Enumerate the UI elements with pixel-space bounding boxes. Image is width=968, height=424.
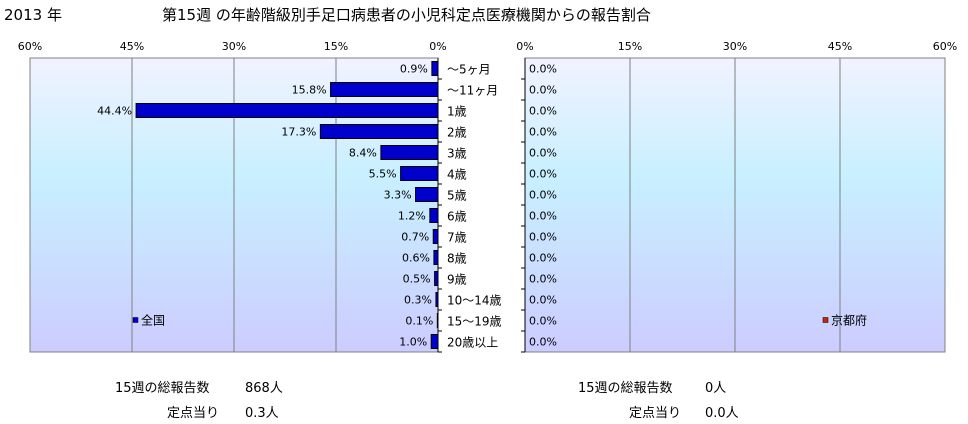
kyoto-data-label: 0.0% [529,231,557,244]
kyoto-data-label: 0.0% [529,147,557,160]
national-bar [319,124,439,139]
kyoto-data-label: 0.0% [529,252,557,265]
national-bar [415,187,439,202]
national-bar [400,166,439,181]
national-reports-label: 15週の総報告数 [115,381,210,396]
category-label: 5歳 [447,189,467,203]
national-bar [135,103,439,118]
national-data-label: 0.6% [402,252,430,265]
national-x-tick-label: 60% [18,40,42,53]
kyoto-data-label: 0.0% [529,336,557,349]
national-bar [432,229,439,244]
national-data-label: 15.8% [292,84,327,97]
category-label: 4歳 [447,168,467,182]
national-data-label: 8.4% [349,147,377,160]
national-reports-value: 868人 [245,381,283,396]
national-bar [431,61,439,76]
kyoto-x-tick-label: 30% [723,40,747,53]
kyoto-data-label: 0.0% [529,63,557,76]
category-label: 2歳 [447,126,467,140]
kyoto-data-label: 0.0% [529,273,557,286]
national-legend-swatch [132,317,139,323]
national-legend-label: 全国 [141,313,165,328]
kyoto-data-label: 0.0% [529,84,557,97]
national-bar [429,208,439,223]
national-data-label: 5.5% [369,168,397,181]
kyoto-x-tick-label: 0% [516,40,533,53]
national-data-label: 1.2% [398,210,426,223]
national-data-label: 1.0% [399,336,427,349]
national-data-label: 17.3% [281,126,316,139]
national-x-tick-label: 0% [429,40,446,53]
kyoto-data-label: 0.0% [529,189,557,202]
national-bar [433,250,439,265]
national-bar [436,313,439,328]
kyoto-per-site-label: 定点当り [629,406,682,421]
kyoto-reports-label: 15週の総報告数 [578,381,673,396]
category-label: 〜5ヶ月 [447,63,491,77]
kyoto-data-label: 0.0% [529,315,557,328]
national-data-label: 0.9% [400,63,428,76]
category-label: 7歳 [447,231,467,245]
national-x-tick-label: 15% [324,40,348,53]
national-bar [430,334,439,349]
national-data-label: 0.1% [405,315,433,328]
national-data-label: 0.3% [404,294,432,307]
category-label: 〜11ヶ月 [447,84,498,98]
kyoto-data-label: 0.0% [529,210,557,223]
category-label: 9歳 [447,273,467,287]
kyoto-reports-value: 0人 [705,381,727,396]
national-bar [435,292,439,307]
category-label: 6歳 [447,210,467,224]
chart-title: 第15週 の年齢階級別手足口病患者の小児科定点医療機関からの報告割合 [162,6,651,24]
category-label: 15〜19歳 [447,315,502,329]
national-bar [434,271,439,286]
national-bar [330,82,439,97]
category-label: 10〜14歳 [447,294,502,308]
kyoto-data-label: 0.0% [529,168,557,181]
kyoto-data-label: 0.0% [529,294,557,307]
category-label: 3歳 [447,147,467,161]
category-label: 8歳 [447,252,467,266]
kyoto-data-label: 0.0% [529,105,557,118]
kyoto-per-site-value: 0.0人 [705,406,739,421]
kyoto-data-label: 0.0% [529,126,557,139]
kyoto-x-tick-label: 60% [933,40,957,53]
category-label: 1歳 [447,105,467,119]
kyoto-x-tick-label: 15% [618,40,642,53]
kyoto-legend-swatch [822,317,829,323]
year-label: 2013 年 [4,6,62,24]
national-bar [380,145,439,160]
category-label: 20歳以上 [447,336,498,350]
national-data-label: 3.3% [384,189,412,202]
national-x-tick-label: 45% [120,40,144,53]
national-per-site-value: 0.3人 [245,406,279,421]
national-x-tick-label: 30% [222,40,246,53]
kyoto-x-tick-label: 45% [828,40,852,53]
national-data-label: 44.4% [97,105,132,118]
national-data-label: 0.5% [403,273,431,286]
kyoto-legend-label: 京都府 [831,313,867,328]
national-per-site-label: 定点当り [167,406,220,421]
national-data-label: 0.7% [401,231,429,244]
